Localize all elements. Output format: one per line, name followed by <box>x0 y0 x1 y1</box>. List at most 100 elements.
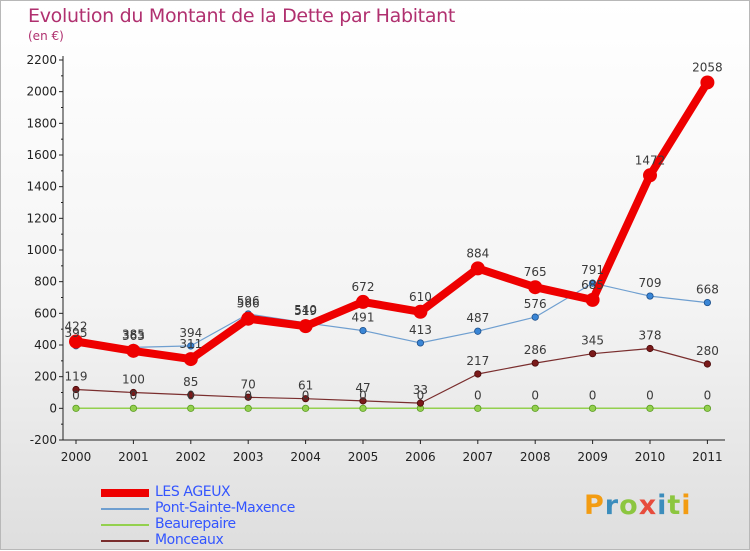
data-point-les-ageux <box>183 352 198 367</box>
data-label-monceaux: 100 <box>122 373 145 387</box>
data-label-monceaux: 280 <box>696 344 719 358</box>
data-label-monceaux: 47 <box>355 381 370 395</box>
data-label-monceaux: 61 <box>298 379 313 393</box>
data-label-les-ageux: 672 <box>352 280 375 294</box>
x-tick-label: 2006 <box>405 450 436 464</box>
data-point-les-ageux <box>700 75 715 90</box>
x-tick-label: 2011 <box>692 450 723 464</box>
data-label-pont-sainte-maxence: 791 <box>581 263 604 277</box>
legend-label: LES AGEUX <box>155 484 231 500</box>
axes: -200020040060080010001200140016001800200… <box>26 53 725 464</box>
x-tick-label: 2004 <box>290 450 321 464</box>
data-point-les-ageux <box>585 292 600 307</box>
x-tick-label: 2007 <box>463 450 494 464</box>
data-point-monceaux <box>474 370 482 378</box>
y-tick-label: 200 <box>34 370 57 384</box>
logo-letter: i <box>681 490 692 521</box>
y-tick-label: 0 <box>49 401 57 415</box>
data-label-beaurepaire: 0 <box>531 388 539 402</box>
y-tick-label: 1800 <box>26 116 57 130</box>
data-label-beaurepaire: 0 <box>589 388 597 402</box>
x-tick-label: 2000 <box>61 450 92 464</box>
chart-unit-label: (en €) <box>28 29 64 43</box>
data-label-pont-sainte-maxence: 395 <box>65 326 88 340</box>
data-point-beaurepaire <box>531 404 539 412</box>
data-label-les-ageux: 311 <box>179 337 202 351</box>
series-line-les-ageux <box>72 78 712 364</box>
x-tick-label: 2008 <box>520 450 551 464</box>
data-label-les-ageux: 685 <box>581 278 604 292</box>
x-tick-label: 2009 <box>577 450 608 464</box>
data-label-pont-sainte-maxence: 385 <box>122 327 145 341</box>
data-label-les-ageux: 2058 <box>692 60 723 74</box>
data-point-beaurepaire <box>301 404 310 412</box>
data-point-pont-sainte-maxence <box>474 327 482 335</box>
data-point-pont-sainte-maxence <box>531 313 539 321</box>
data-point-beaurepaire <box>129 404 137 412</box>
data-point-monceaux <box>301 395 310 403</box>
proxiti-logo: Proxiti <box>584 490 692 521</box>
data-point-beaurepaire <box>703 404 712 412</box>
data-point-les-ageux <box>241 311 256 326</box>
data-label-les-ageux: 363 <box>122 329 145 343</box>
data-point-monceaux <box>72 385 80 394</box>
series-layer <box>69 75 715 412</box>
data-point-monceaux <box>646 344 654 353</box>
y-tick-label: 800 <box>34 275 57 289</box>
data-point-les-ageux <box>356 294 370 309</box>
legend-swatch <box>101 489 149 497</box>
data-point-monceaux <box>129 388 137 397</box>
series-line-monceaux <box>75 347 709 404</box>
data-point-les-ageux <box>126 343 141 358</box>
y-tick-label: 2200 <box>26 53 57 67</box>
x-tick-label: 2005 <box>348 450 379 464</box>
y-tick-label: 1600 <box>26 148 57 162</box>
y-tick-label: 1000 <box>26 243 57 257</box>
data-point-beaurepaire <box>474 404 482 412</box>
data-label-pont-sainte-maxence: 540 <box>294 303 317 317</box>
data-point-beaurepaire <box>72 404 80 412</box>
data-point-les-ageux <box>528 280 543 295</box>
data-label-beaurepaire: 0 <box>130 388 138 402</box>
y-tick-label: 1400 <box>26 180 57 194</box>
data-point-pont-sainte-maxence <box>187 342 195 350</box>
data-point-beaurepaire <box>187 404 195 412</box>
logo-letter: r <box>604 490 620 521</box>
data-label-beaurepaire: 0 <box>474 388 482 402</box>
data-label-beaurepaire: 0 <box>72 388 80 402</box>
data-point-les-ageux <box>298 319 313 334</box>
data-point-monceaux <box>703 360 712 368</box>
logo-letter: t <box>667 490 682 521</box>
legend-swatch <box>101 540 149 542</box>
logo-letter: x <box>638 490 658 521</box>
data-label-pont-sainte-maxence: 487 <box>466 311 489 325</box>
data-label-monceaux: 378 <box>639 328 662 342</box>
data-label-monceaux: 217 <box>466 354 489 368</box>
legend-label: Beaurepaire <box>155 516 236 532</box>
y-tick-label: 600 <box>34 306 57 320</box>
legend-swatch <box>101 508 149 510</box>
data-label-monceaux: 33 <box>413 383 428 397</box>
y-tick-label: 400 <box>34 338 57 352</box>
data-label-les-ageux: 519 <box>294 304 317 318</box>
data-label-pont-sainte-maxence: 668 <box>696 283 719 297</box>
data-label-monceaux: 70 <box>241 377 256 391</box>
data-point-monceaux <box>187 391 195 399</box>
y-tick-label: 1200 <box>26 211 57 225</box>
data-label-pont-sainte-maxence: 394 <box>179 326 202 340</box>
data-label-beaurepaire: 0 <box>302 388 310 402</box>
data-label-les-ageux: 1472 <box>635 153 666 167</box>
data-point-monceaux <box>531 359 539 367</box>
data-point-pont-sainte-maxence <box>416 339 424 347</box>
data-point-beaurepaire <box>588 404 597 412</box>
data-label-les-ageux: 566 <box>237 297 260 311</box>
data-label-pont-sainte-maxence: 491 <box>352 311 375 325</box>
data-point-les-ageux <box>643 168 657 183</box>
data-point-monceaux <box>359 397 367 405</box>
series-line-pont-sainte-maxence <box>75 282 709 348</box>
data-label-les-ageux: 884 <box>466 246 489 260</box>
logo-letter: P <box>584 490 605 521</box>
chart-title: Evolution du Montant de la Dette par Hab… <box>28 5 456 27</box>
legend-label: Pont-Sainte-Maxence <box>155 500 296 516</box>
